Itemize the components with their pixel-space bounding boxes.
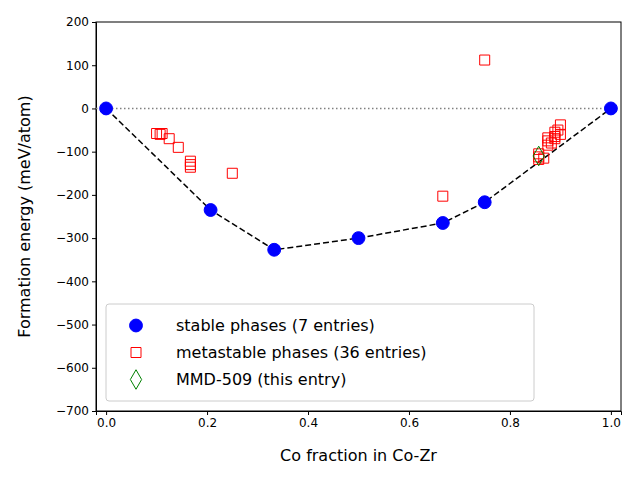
- tick-label: 0: [81, 102, 89, 116]
- tick-label: −700: [56, 404, 89, 418]
- tick-mark: [92, 22, 96, 23]
- point: [533, 146, 544, 166]
- tick: −200: [56, 188, 96, 202]
- frame: [96, 22, 621, 411]
- point: [173, 142, 183, 152]
- point: [546, 138, 556, 148]
- tick-mark: [92, 411, 96, 412]
- point: [268, 243, 281, 256]
- reference-line: [96, 108, 621, 110]
- y-axis: −700 −600 −500 −400 −300 −200 −100 0 100 200: [56, 15, 96, 418]
- y-axis-title: Formation energy (meV/atom): [15, 95, 34, 337]
- tick: 0.0: [97, 411, 116, 430]
- tick-mark: [92, 325, 96, 326]
- tick-label: −400: [56, 275, 89, 289]
- point: [164, 134, 174, 144]
- tick-label: 200: [66, 15, 89, 29]
- point: [555, 129, 565, 139]
- tick-label: 0.2: [198, 416, 217, 430]
- point: [100, 102, 113, 115]
- tick: 0.4: [299, 411, 318, 430]
- tick-label: 0.0: [97, 416, 116, 430]
- point: [185, 162, 195, 172]
- tick-mark: [510, 411, 511, 415]
- point: [480, 55, 490, 65]
- tick-label: 0.8: [501, 416, 520, 430]
- tick: 0.2: [198, 411, 217, 430]
- plot: 0.0 0.2 0.4 0.6 0.8 1.0 −700 −600 −500 −400 −300 −2…: [15, 15, 622, 465]
- legend: stable phases (7 entries) metastable phas…: [106, 304, 534, 401]
- point: [438, 191, 448, 201]
- tick: −300: [56, 231, 96, 245]
- point: [555, 120, 565, 130]
- point: [155, 129, 165, 139]
- point: [604, 102, 617, 115]
- tick: 100: [66, 59, 96, 73]
- point: [436, 217, 449, 230]
- tick-label: 100: [66, 59, 89, 73]
- tick-label: −200: [56, 188, 89, 202]
- tick: 0: [81, 102, 96, 116]
- marks: [96, 55, 621, 256]
- tick-mark: [409, 411, 410, 415]
- point: [204, 204, 217, 217]
- tick: −500: [56, 318, 96, 332]
- axis-line: [97, 412, 622, 416]
- tick-label: −100: [56, 145, 89, 159]
- tick-mark: [92, 368, 96, 369]
- tick-mark: [92, 152, 96, 153]
- point: [185, 160, 195, 170]
- tick-mark: [106, 411, 107, 415]
- tick: 0.6: [400, 411, 419, 430]
- point: [550, 127, 560, 137]
- tick: 0.8: [501, 411, 520, 430]
- tick: 200: [66, 15, 96, 29]
- tick-label: 1.0: [602, 416, 621, 430]
- point: [185, 156, 195, 166]
- tick-mark: [207, 411, 208, 415]
- tick-label: −300: [56, 231, 89, 245]
- chart: 0.0 0.2 0.4 0.6 0.8 1.0 −700 −600 −500 −400 −300 −2…: [0, 0, 640, 480]
- legend-marker: [131, 348, 141, 358]
- x-axis-title: Co fraction in Co-Zr: [280, 446, 437, 465]
- tick-mark: [92, 108, 96, 109]
- tick-mark: [611, 411, 612, 415]
- point: [550, 132, 560, 142]
- point: [478, 196, 491, 209]
- legend-marker: [130, 370, 141, 390]
- tick-mark: [92, 281, 96, 282]
- tick-mark: [92, 195, 96, 196]
- point: [227, 168, 237, 178]
- tick-label: 0.4: [299, 416, 318, 430]
- tick-mark: [92, 238, 96, 239]
- tick: 1.0: [602, 411, 621, 430]
- series-line: [106, 108, 611, 249]
- legend-box: [106, 304, 534, 401]
- legend-label: stable phases (7 entries): [176, 316, 375, 335]
- tick-label: −500: [56, 318, 89, 332]
- legend-label: MMD-509 (this entry): [176, 370, 346, 389]
- tick-mark: [308, 411, 309, 415]
- tick: −600: [56, 361, 96, 375]
- tick: −700: [56, 404, 96, 418]
- legend-marker: [130, 319, 143, 332]
- point: [352, 232, 365, 245]
- tick-label: 0.6: [400, 416, 419, 430]
- legend-label: metastable phases (36 entries): [176, 343, 427, 362]
- tick-mark: [92, 65, 96, 66]
- x-axis: 0.0 0.2 0.4 0.6 0.8 1.0: [97, 411, 622, 430]
- tick: −400: [56, 275, 96, 289]
- point: [152, 129, 162, 139]
- tick: −100: [56, 145, 96, 159]
- tick-label: −600: [56, 361, 89, 375]
